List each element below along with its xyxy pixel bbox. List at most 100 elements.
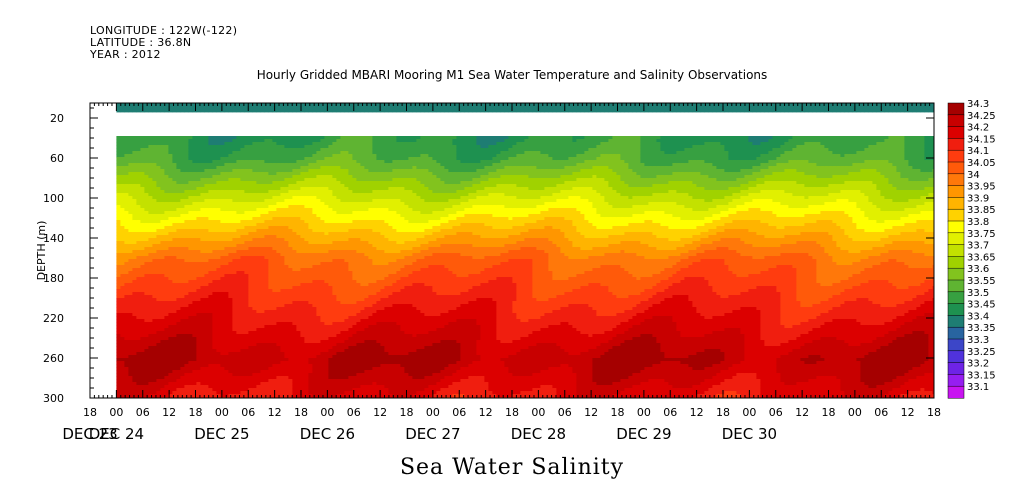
salinity-cell	[324, 349, 329, 353]
salinity-cell	[132, 178, 137, 182]
salinity-cell	[264, 166, 269, 170]
salinity-cell	[188, 151, 193, 155]
salinity-cell	[168, 199, 173, 203]
salinity-cell	[232, 238, 237, 242]
salinity-cell	[136, 373, 141, 377]
salinity-cell	[160, 322, 165, 326]
salinity-cell	[232, 244, 237, 248]
salinity-cell	[296, 235, 301, 239]
salinity-cell	[308, 253, 313, 257]
salinity-cell	[220, 205, 225, 209]
salinity-cell	[252, 292, 257, 296]
salinity-cell	[304, 286, 309, 290]
salinity-cell	[324, 322, 329, 326]
salinity-cell	[192, 256, 197, 260]
salinity-cell	[244, 340, 249, 344]
salinity-cell	[196, 361, 201, 365]
salinity-cell	[280, 325, 285, 329]
salinity-cell	[192, 232, 197, 236]
salinity-cell	[260, 241, 265, 245]
salinity-cell	[144, 154, 149, 158]
salinity-cell	[288, 139, 293, 143]
salinity-cell	[240, 352, 245, 356]
salinity-cell	[228, 268, 233, 272]
salinity-cell	[204, 262, 209, 266]
salinity-cell	[188, 229, 193, 233]
salinity-cell	[288, 331, 293, 335]
salinity-cell	[228, 205, 233, 209]
salinity-cell	[332, 259, 337, 263]
salinity-cell	[184, 280, 189, 284]
salinity-cell	[164, 349, 169, 353]
salinity-cell	[332, 235, 337, 239]
salinity-cell	[188, 175, 193, 179]
salinity-cell	[176, 184, 181, 188]
salinity-cell	[232, 352, 237, 356]
salinity-cell	[216, 289, 221, 293]
salinity-cell	[132, 313, 137, 317]
salinity-cell	[180, 232, 185, 236]
salinity-cell	[216, 298, 221, 302]
salinity-cell	[268, 148, 273, 152]
salinity-cell	[316, 109, 321, 113]
salinity-cell	[212, 220, 217, 224]
salinity-cell	[212, 199, 217, 203]
salinity-cell	[136, 286, 141, 290]
salinity-cell	[144, 271, 149, 275]
salinity-cell	[300, 313, 305, 317]
salinity-cell	[304, 241, 309, 245]
salinity-cell	[276, 346, 281, 350]
salinity-cell	[236, 373, 241, 377]
salinity-cell	[212, 151, 217, 155]
salinity-cell	[296, 253, 301, 257]
salinity-cell	[284, 379, 289, 383]
salinity-cell	[152, 259, 157, 263]
salinity-cell	[248, 220, 253, 224]
salinity-cell	[284, 361, 289, 365]
salinity-cell	[260, 217, 265, 221]
salinity-cell	[212, 211, 217, 215]
salinity-cell	[160, 184, 165, 188]
salinity-cell	[172, 244, 177, 248]
salinity-cell	[252, 259, 257, 263]
salinity-cell	[128, 379, 133, 383]
salinity-cell	[228, 277, 233, 281]
salinity-cell	[308, 160, 313, 164]
salinity-cell	[312, 280, 317, 284]
salinity-cell	[160, 346, 165, 350]
salinity-cell	[320, 166, 325, 170]
salinity-cell	[288, 244, 293, 248]
salinity-cell	[304, 160, 309, 164]
salinity-cell	[324, 355, 329, 359]
salinity-cell	[224, 388, 229, 392]
salinity-cell	[304, 289, 309, 293]
salinity-cell	[116, 244, 121, 248]
salinity-cell	[136, 262, 141, 266]
salinity-cell	[276, 307, 281, 311]
salinity-cell	[172, 241, 177, 245]
salinity-cell	[176, 220, 181, 224]
salinity-cell	[164, 268, 169, 272]
salinity-cell	[168, 349, 173, 353]
salinity-cell	[284, 331, 289, 335]
salinity-cell	[328, 238, 333, 242]
salinity-cell	[164, 193, 169, 197]
salinity-cell	[188, 268, 193, 272]
salinity-cell	[228, 379, 233, 383]
salinity-cell	[300, 211, 305, 215]
salinity-cell	[216, 313, 221, 317]
salinity-cell	[196, 214, 201, 218]
salinity-cell	[236, 151, 241, 155]
salinity-cell	[308, 208, 313, 212]
salinity-cell	[168, 196, 173, 200]
salinity-cell	[236, 394, 241, 398]
salinity-cell	[188, 139, 193, 143]
salinity-cell	[124, 286, 129, 290]
salinity-cell	[188, 376, 193, 380]
salinity-cell	[264, 229, 269, 233]
salinity-cell	[264, 307, 269, 311]
salinity-cell	[196, 301, 201, 305]
salinity-cell	[312, 301, 317, 305]
salinity-cell	[188, 259, 193, 263]
salinity-cell	[308, 364, 313, 368]
